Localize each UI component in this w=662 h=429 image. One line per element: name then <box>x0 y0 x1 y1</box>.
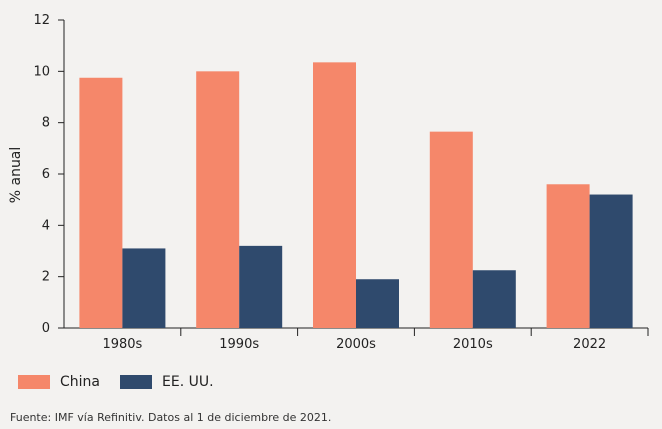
legend-swatch-usa <box>120 375 152 389</box>
bar-chart: 0 2 4 6 8 10 12 1980s 1990s 2000s 2010s 2022 % anua… <box>8 13 649 352</box>
x-tick-label: 2000s <box>336 337 376 352</box>
bar-usa <box>122 248 166 328</box>
bar-usa <box>589 194 633 328</box>
legend-label-usa: EE. UU. <box>162 374 214 390</box>
bar-china <box>196 71 240 328</box>
legend: China EE. UU. <box>18 374 234 390</box>
bar-usa <box>472 270 516 328</box>
x-tick-label: 2022 <box>573 337 606 352</box>
bar-china <box>313 62 356 328</box>
source-note: Fuente: IMF vía Refinitiv. Datos al 1 de… <box>10 411 332 424</box>
bar-usa <box>239 245 283 328</box>
x-tick-label: 2010s <box>453 337 493 352</box>
y-tick-label: 0 <box>42 321 50 336</box>
x-tick-label: 1980s <box>102 337 142 352</box>
y-tick-label: 2 <box>42 270 50 285</box>
x-tick-label: 1990s <box>219 337 259 352</box>
bars <box>79 62 633 328</box>
y-tick-label: 4 <box>42 218 50 233</box>
bar-china <box>546 184 590 328</box>
bar-china <box>429 131 473 328</box>
bar-china <box>79 77 123 328</box>
y-tick-label: 12 <box>33 13 50 28</box>
legend-item-usa: EE. UU. <box>120 374 214 390</box>
legend-swatch-china <box>18 375 50 389</box>
y-tick-label: 10 <box>33 64 50 79</box>
bar-usa <box>356 279 399 328</box>
y-axis-title: % anual <box>8 147 24 204</box>
axes: 0 2 4 6 8 10 12 1980s 1990s 2000s 2010s 2022 <box>33 13 649 352</box>
legend-label-china: China <box>60 374 100 390</box>
y-tick-label: 6 <box>42 167 50 182</box>
legend-item-china: China <box>18 374 100 390</box>
y-tick-label: 8 <box>42 116 50 131</box>
